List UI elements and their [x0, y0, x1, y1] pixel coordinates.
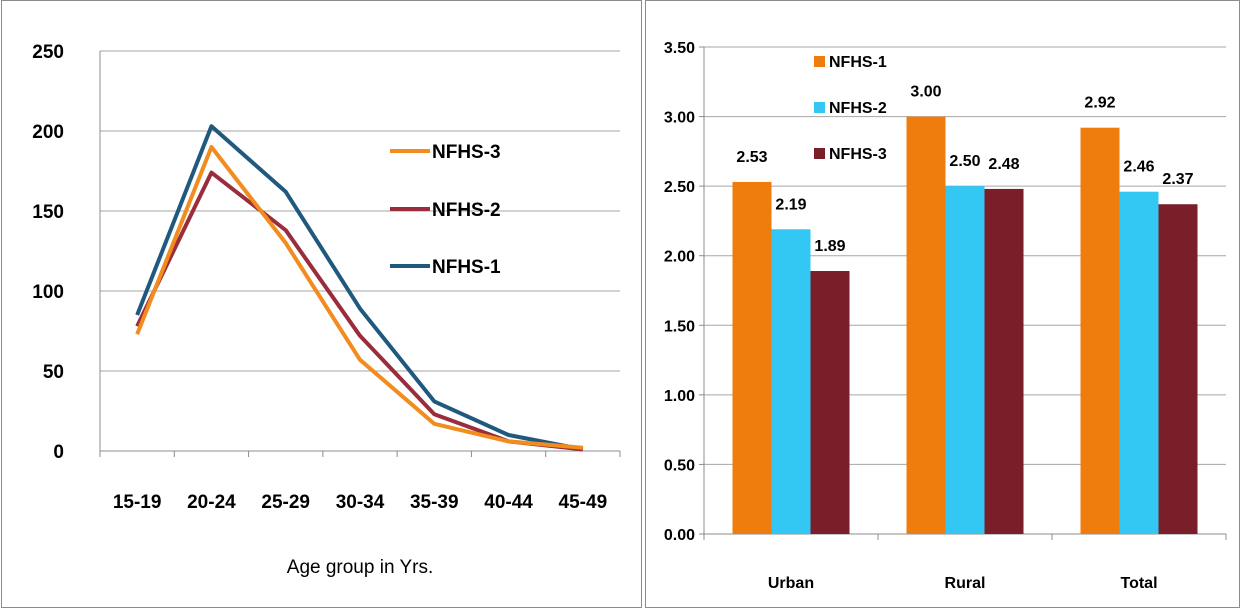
y-tick-label: 2.00 [664, 249, 695, 266]
x-tick-label: 25-29 [261, 492, 310, 513]
bar-chart-panel: 0.00 0.50 1.00 1.50 2.00 2.50 3.00 3.50 2.53 2.19… [645, 0, 1240, 608]
y-tick-label: 0 [53, 442, 64, 463]
bar-chart: 0.00 0.50 1.00 1.50 2.00 2.50 3.00 3.50 2.53 2.19… [664, 40, 1227, 592]
data-label: 1.89 [814, 238, 845, 255]
x-tick-label: Total [1120, 575, 1157, 592]
data-label: 2.37 [1162, 171, 1193, 188]
x-tick-label: 15-19 [113, 492, 162, 513]
legend-label: NFHS-1 [829, 54, 887, 71]
x-tick-label: Urban [768, 575, 814, 592]
data-label: 2.19 [775, 196, 806, 213]
data-label: 2.53 [736, 149, 767, 166]
data-label: 2.48 [988, 156, 1019, 173]
legend-label: NFHS-1 [432, 257, 501, 278]
y-tick-label: 0.00 [664, 527, 695, 544]
bar-nfhs-3-urban [810, 271, 850, 534]
x-tick-label: 45-49 [559, 492, 608, 513]
series-line-nfhs-3 [135, 145, 584, 450]
x-tick-label: 30-34 [336, 492, 385, 513]
y-tick-label: 3.00 [664, 110, 695, 127]
y-tick-label: 100 [32, 282, 64, 303]
line-chart: 0 50 100 150 200 250 15-19 20-24 25-29 30-34 35-39… [32, 42, 621, 578]
legend-label: NFHS-2 [829, 100, 887, 117]
x-axis-title: Age group in Yrs. [287, 557, 433, 578]
bar-nfhs-2-rural [945, 186, 985, 534]
bar-nfhs-1-total [1080, 127, 1120, 535]
y-tick-label: 0.50 [664, 457, 695, 474]
legend-swatch [814, 102, 825, 113]
legend-swatch [814, 148, 825, 159]
x-tick-label: 35-39 [410, 492, 459, 513]
y-tick-label: 50 [43, 362, 64, 383]
y-tick-label: 200 [32, 122, 64, 143]
y-tick-label: 150 [32, 202, 64, 223]
bar-nfhs-2-total [1119, 191, 1159, 535]
y-tick-label: 1.00 [664, 388, 695, 405]
line-chart-panel: 0 50 100 150 200 250 15-19 20-24 25-29 30-34 35-39… [1, 0, 642, 608]
data-label: 2.92 [1084, 95, 1115, 112]
bar-nfhs-3-total [1158, 204, 1198, 534]
legend-label: NFHS-3 [432, 142, 501, 163]
data-label: 3.00 [910, 84, 941, 101]
y-tick-label: 1.50 [664, 318, 695, 335]
y-tick-label: 2.50 [664, 179, 695, 196]
bar-nfhs-2-urban [771, 229, 811, 534]
legend-swatch [814, 56, 825, 67]
bar-nfhs-1-urban [732, 181, 772, 534]
data-label: 2.50 [949, 153, 980, 170]
x-tick-label: Rural [945, 575, 986, 592]
legend-label: NFHS-2 [432, 200, 501, 221]
series-line-nfhs-1 [135, 124, 584, 452]
legend-label: NFHS-3 [829, 146, 887, 163]
y-tick-label: 3.50 [664, 40, 695, 57]
bar-nfhs-1-rural [906, 116, 946, 535]
x-tick-label: 20-24 [187, 492, 236, 513]
bar-nfhs-3-rural [984, 188, 1024, 534]
y-tick-label: 250 [32, 42, 64, 63]
data-label: 2.46 [1123, 159, 1154, 176]
x-tick-label: 40-44 [484, 492, 533, 513]
